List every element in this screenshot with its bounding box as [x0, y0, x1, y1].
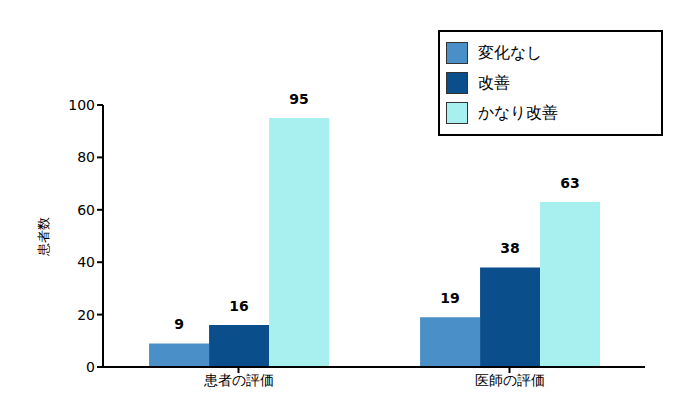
- svg-text:20: 20: [77, 307, 95, 323]
- svg-text:9: 9: [174, 316, 184, 332]
- svg-text:医師の評価: 医師の評価: [475, 372, 545, 388]
- html-text:かなり改善: かなり改善: [478, 102, 558, 122]
- svg-text:80: 80: [77, 149, 95, 165]
- svg-text:100: 100: [68, 97, 95, 113]
- svg-text:63: 63: [560, 175, 579, 191]
- svg-text:患者数: 患者数: [36, 217, 51, 257]
- svg-text:60: 60: [77, 202, 95, 218]
- html-text:改善: 改善: [478, 72, 510, 92]
- html-text:変化なし: 変化なし: [478, 42, 542, 62]
- svg-text:0: 0: [86, 359, 95, 375]
- svg-text:40: 40: [77, 254, 95, 270]
- svg-text:95: 95: [289, 91, 308, 107]
- svg-text:患者の評価: 患者の評価: [203, 372, 274, 388]
- svg-text:16: 16: [229, 298, 248, 314]
- svg-text:38: 38: [500, 240, 519, 256]
- svg-text:19: 19: [440, 290, 459, 306]
